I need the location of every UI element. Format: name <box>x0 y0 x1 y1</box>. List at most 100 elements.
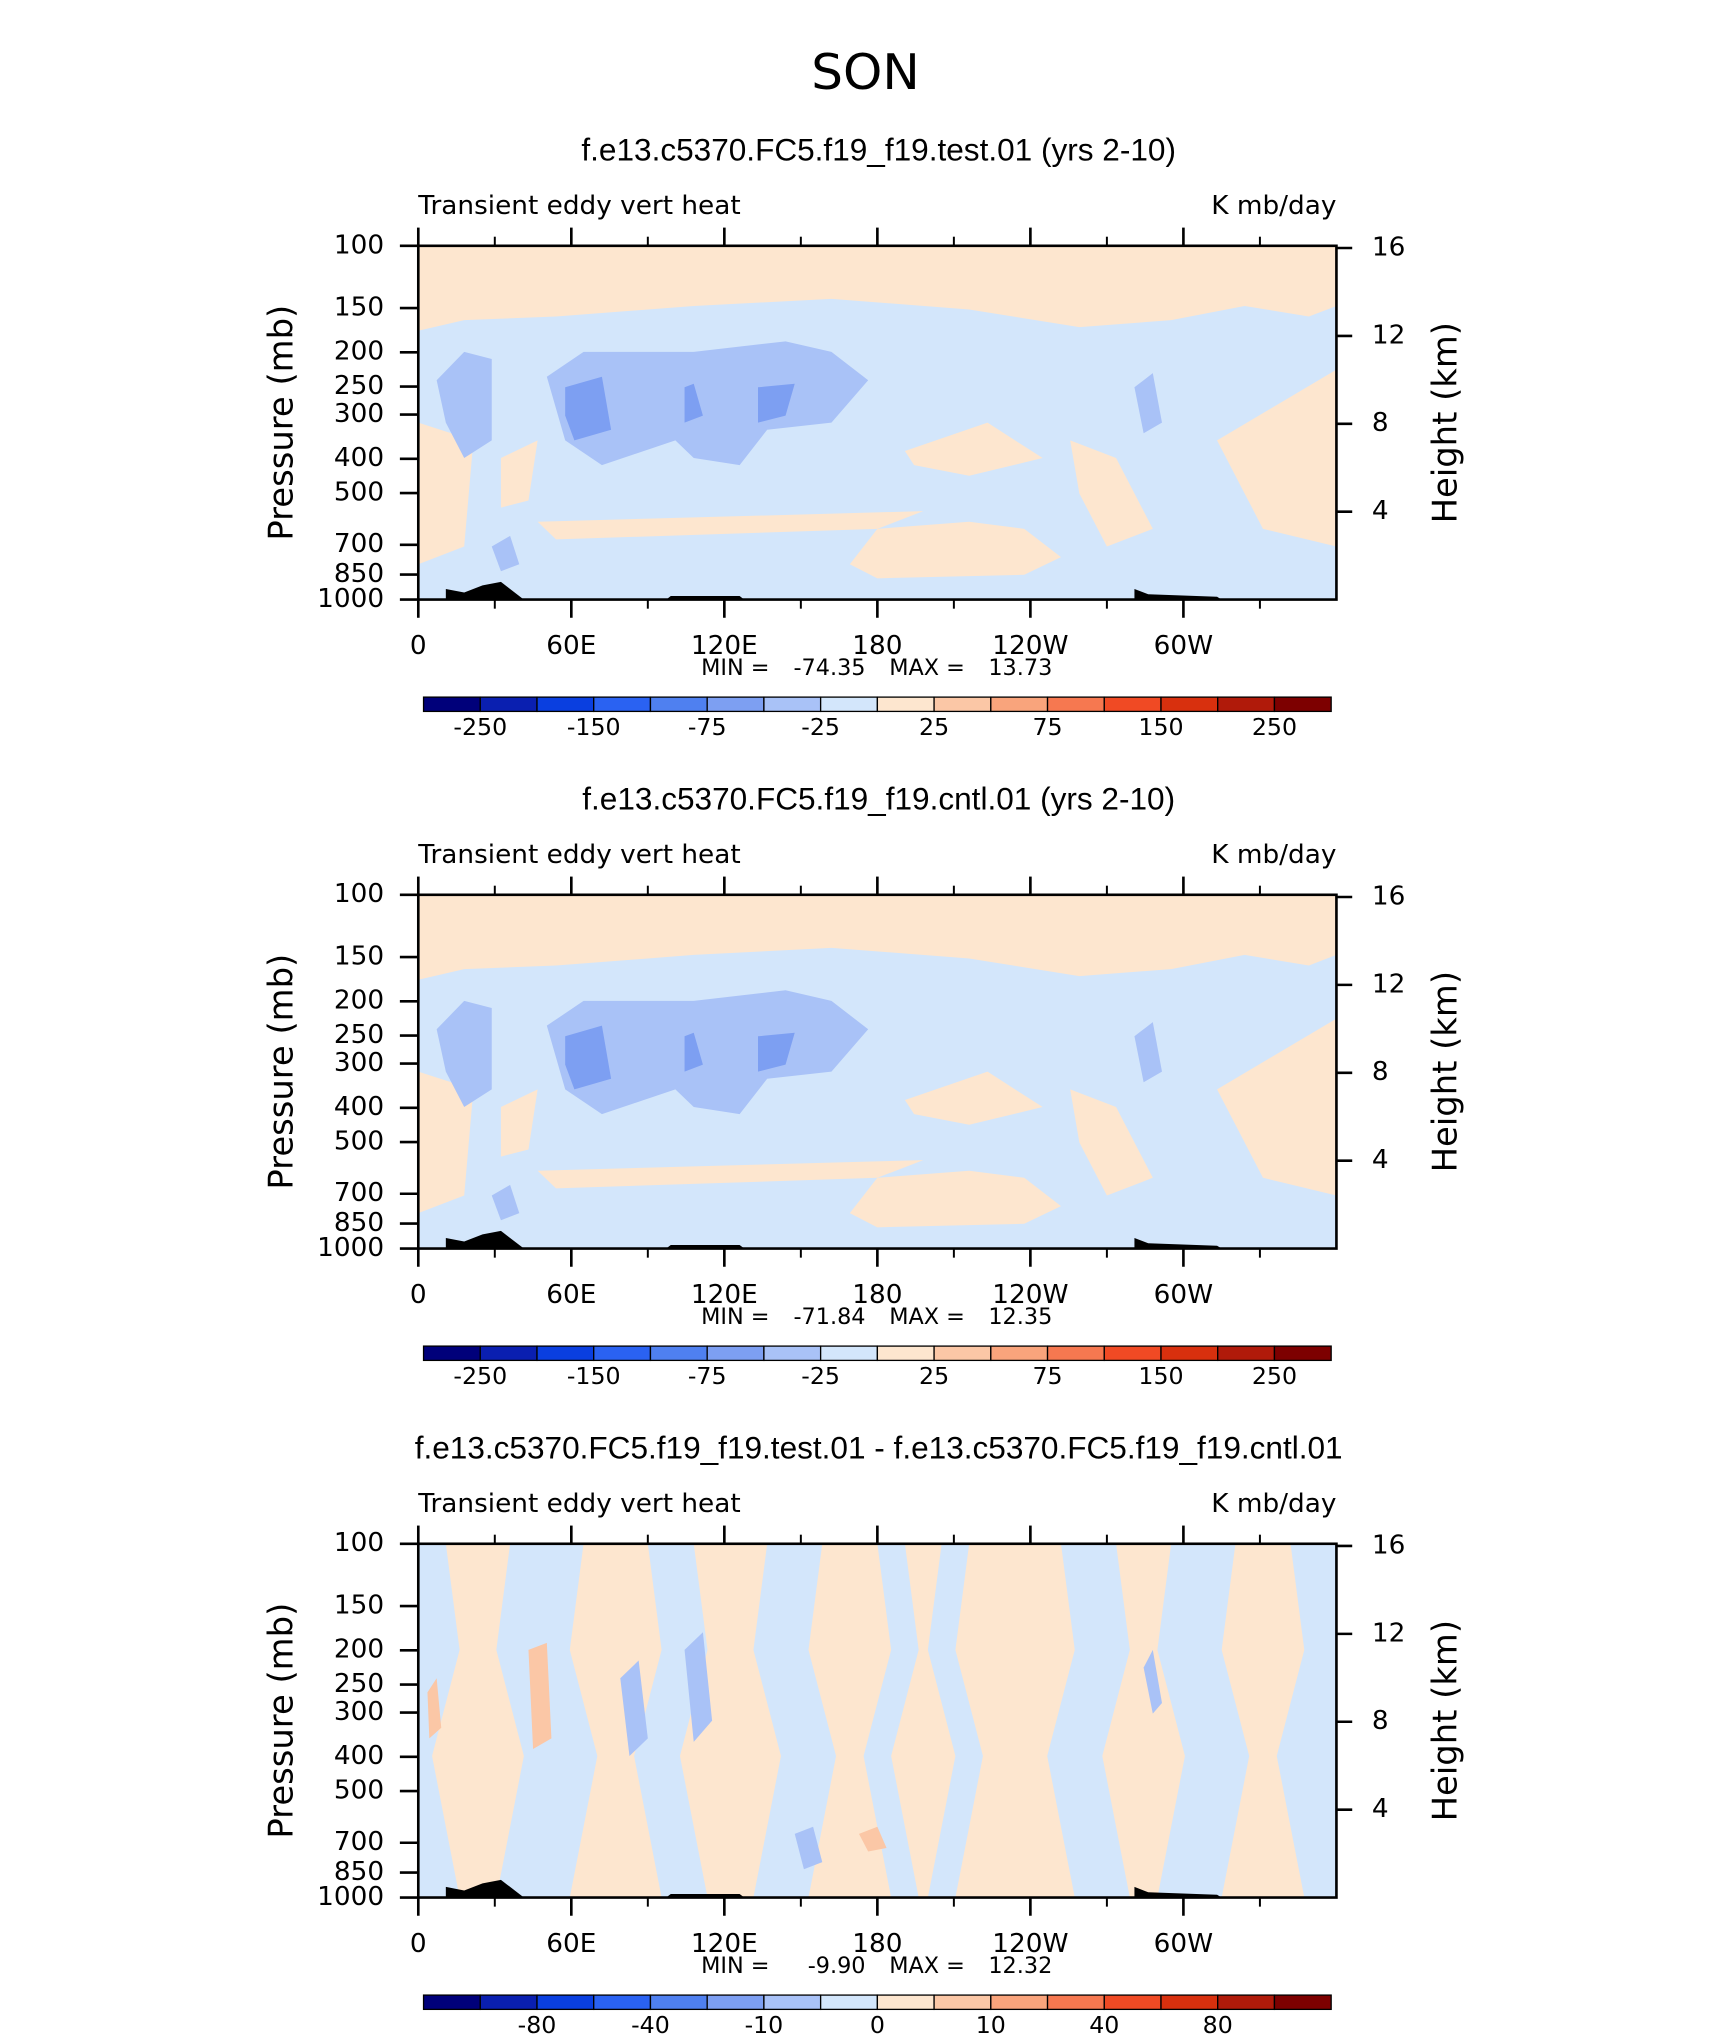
contour-fill <box>758 1032 795 1072</box>
y-tick-label: 200 <box>334 986 384 1016</box>
colorbar-box <box>593 1345 652 1362</box>
contour-fill <box>684 1032 703 1072</box>
max-label: MAX = <box>889 1953 965 1979</box>
max-value: 13.73 <box>988 655 1052 681</box>
contour-fill <box>849 521 1061 579</box>
x-tick-label: 120W <box>992 1929 1068 1959</box>
contour-fill <box>528 1642 552 1749</box>
colorbar-label: 250 <box>1252 1362 1297 1390</box>
y-tick-label: 300 <box>334 399 384 429</box>
right-string: K mb/day <box>1211 840 1336 870</box>
min-label: MIN = <box>701 655 769 681</box>
topography <box>445 581 1222 600</box>
contour-fill <box>955 1543 1075 1898</box>
y2-tick-label: 4 <box>1372 1794 1389 1824</box>
colorbar-label: -10 <box>745 2011 784 2038</box>
contour-fill <box>500 1089 538 1157</box>
y2-tick-label: 8 <box>1372 408 1389 438</box>
topography <box>445 1879 1222 1898</box>
y2-tick-label: 16 <box>1372 233 1405 263</box>
y2-tick-label: 8 <box>1372 1706 1389 1736</box>
y-tick-label: 100 <box>334 1528 384 1558</box>
colorbar-box <box>1160 1994 1219 2011</box>
contour-fill <box>1217 1018 1337 1196</box>
colorbar-box <box>479 1345 538 1362</box>
panel: f.e13.c5370.FC5.f19_f19.test.01 (yrs 2-1… <box>261 133 1465 741</box>
contour-fill <box>418 1071 474 1214</box>
colorbar-label: 75 <box>1032 1362 1062 1390</box>
colorbar-label: -25 <box>801 1362 840 1390</box>
max-value: 12.32 <box>988 1953 1052 1979</box>
contour-fill <box>679 1543 781 1898</box>
panel-title: f.e13.c5370.FC5.f19_f19.test.01 (yrs 2-1… <box>581 133 1176 168</box>
panel: f.e13.c5370.FC5.f19_f19.cntl.01 (yrs 2-1… <box>261 782 1465 1390</box>
y-tick-label: 200 <box>334 1635 384 1665</box>
y-tick-label: 1000 <box>317 1233 384 1263</box>
min-value: -74.35 <box>793 655 865 681</box>
y-tick-label: 400 <box>334 443 384 473</box>
y-tick-label: 850 <box>334 1857 384 1887</box>
left-string: Transient eddy vert heat <box>417 1489 740 1519</box>
colorbar-box <box>933 1345 992 1362</box>
colorbar-box <box>536 696 595 713</box>
colorbar-box <box>876 696 935 713</box>
contour-fill <box>500 440 538 508</box>
contour-fill <box>1134 373 1162 434</box>
panel-title: f.e13.c5370.FC5.f19_f19.test.01 - f.e13.… <box>415 1431 1343 1466</box>
contour-fill <box>849 1170 1061 1228</box>
y2-tick-label: 12 <box>1372 320 1405 350</box>
colorbar-box <box>1046 1994 1105 2011</box>
colorbar-label: 75 <box>1032 713 1062 741</box>
x-tick-label: 0 <box>410 631 427 661</box>
contour-fill <box>904 1071 1043 1125</box>
contour-fill <box>491 535 520 572</box>
y2-tick-label: 8 <box>1372 1057 1389 1087</box>
figure-title: SON <box>811 43 919 101</box>
colorbar-box <box>536 1994 595 2011</box>
min-value: -71.84 <box>793 1304 865 1330</box>
contour-fill <box>546 990 869 1115</box>
colorbar-label: -75 <box>688 713 727 741</box>
y-tick-label: 500 <box>334 478 384 508</box>
y2-tick-label: 12 <box>1372 1618 1405 1648</box>
colorbar-box <box>706 1345 765 1362</box>
x-tick-label: 60W <box>1154 1929 1213 1959</box>
y-tick-label: 700 <box>334 529 384 559</box>
y-tick-label: 400 <box>334 1741 384 1771</box>
contour-fill <box>1070 440 1153 547</box>
colorbar-label: -250 <box>453 713 507 741</box>
contour-fill <box>1221 1543 1305 1898</box>
y-tick-label: 700 <box>334 1178 384 1208</box>
colorbar-box <box>649 1345 708 1362</box>
colorbar-box <box>1103 696 1162 713</box>
colorbar-box <box>536 1345 595 1362</box>
x-tick-label: 120W <box>992 631 1068 661</box>
y2-axis-label: Height (km) <box>1425 1620 1465 1821</box>
y-tick-label: 1000 <box>317 584 384 614</box>
min-label: MIN = <box>701 1304 769 1330</box>
x-tick-label: 60E <box>546 631 596 661</box>
left-string: Transient eddy vert heat <box>417 840 740 870</box>
colorbar-box <box>1273 1994 1332 2011</box>
colorbar-box <box>819 696 879 713</box>
colorbar-box <box>1273 696 1332 713</box>
colorbar-label: 40 <box>1089 2011 1119 2038</box>
x-tick-label: 120E <box>691 1929 758 1959</box>
colorbar-box <box>479 1994 538 2011</box>
contour-fill <box>1134 1022 1162 1083</box>
colorbar-label: 250 <box>1252 713 1297 741</box>
x-tick-label: 180 <box>852 1929 902 1959</box>
contour-fill <box>794 1826 823 1870</box>
right-string: K mb/day <box>1211 1489 1336 1519</box>
colorbar-box <box>1217 696 1276 713</box>
y-tick-label: 250 <box>334 371 384 401</box>
min-label: MIN = <box>701 1953 769 1979</box>
colorbar-box <box>933 696 992 713</box>
contour-fill <box>537 511 924 540</box>
right-string: K mb/day <box>1211 191 1336 221</box>
max-value: 12.35 <box>988 1304 1052 1330</box>
y-tick-label: 250 <box>334 1020 384 1050</box>
colorbar-box <box>1103 1994 1162 2011</box>
y-tick-label: 100 <box>334 230 384 260</box>
contour-fill <box>891 1543 956 1898</box>
